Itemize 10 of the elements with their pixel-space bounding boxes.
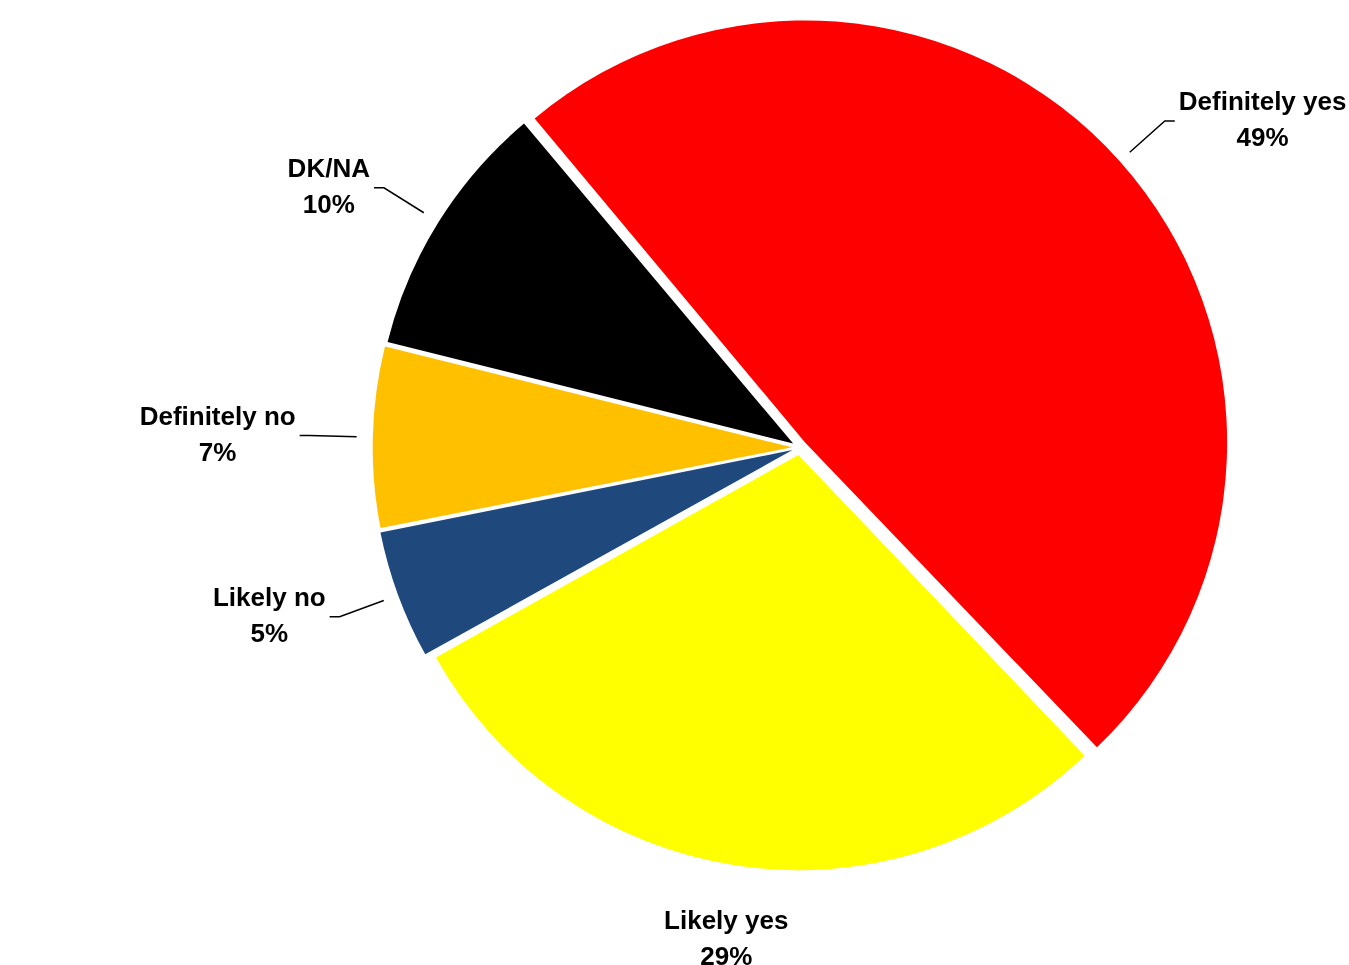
slice-label: Likely no bbox=[212, 581, 326, 612]
data-label: 49% bbox=[1236, 122, 1289, 153]
data-label: 7% bbox=[198, 436, 237, 467]
data-label: 29% bbox=[700, 941, 753, 965]
slice-label: DK/NA bbox=[287, 153, 371, 184]
data-label: 10% bbox=[302, 189, 355, 220]
slice-label: Likely yes bbox=[664, 905, 789, 936]
data-label: 5% bbox=[250, 617, 289, 648]
slice-label: Definitely yes bbox=[1178, 86, 1347, 117]
slice-label: Definitely no bbox=[139, 400, 296, 431]
